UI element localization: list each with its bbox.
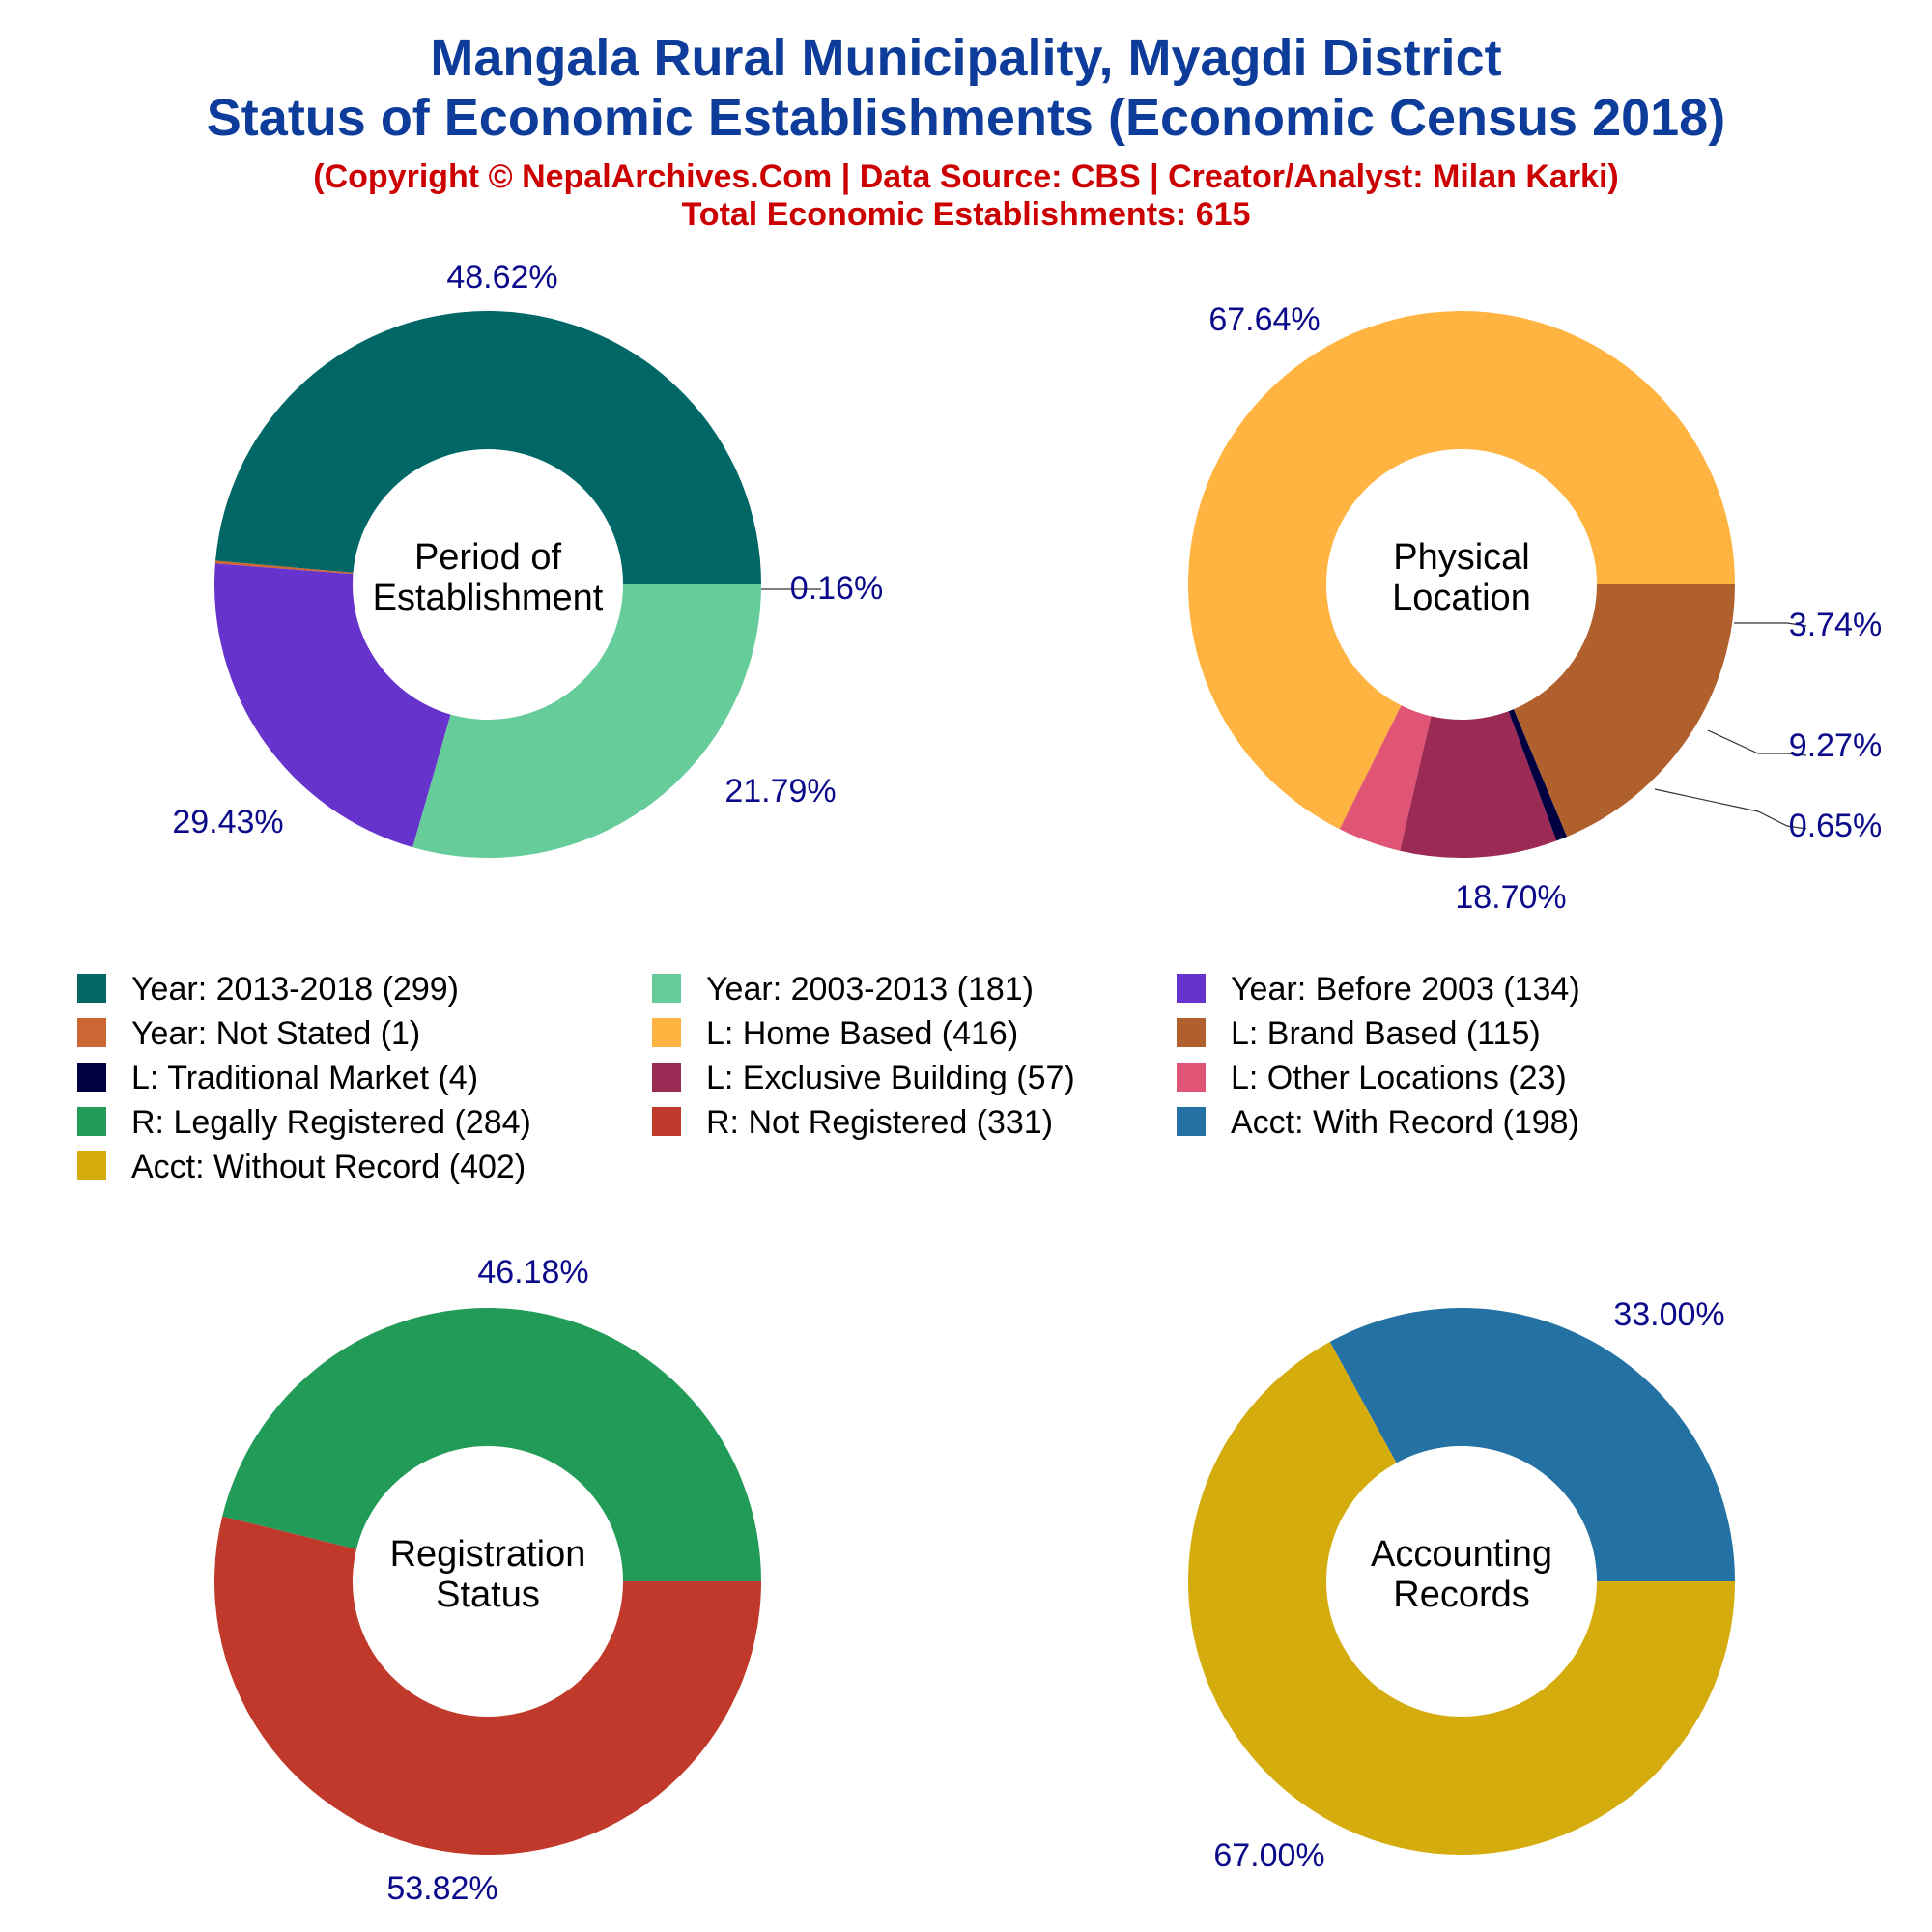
legend-label: Year: 2003-2013 (181) (706, 971, 1034, 1008)
legend-label: Year: Before 2003 (134) (1231, 971, 1580, 1008)
donut-center-label: Status (436, 1575, 540, 1615)
donut-chart-1: 48.62% 0.16% 21.79% 29.43% Period ofEstablis… (172, 259, 883, 858)
legend-swatch (652, 1018, 681, 1047)
slice-percent-label: 67.00% (1213, 1837, 1324, 1874)
donut-center-label: Period of (414, 537, 562, 578)
slice-r-not-registered (213, 1516, 762, 1856)
legend-item: R: Legally Registered (284) (77, 1104, 531, 1141)
legend-swatch (652, 1107, 681, 1136)
slice-l-other-locations (1339, 705, 1432, 851)
leader-line (1707, 729, 1807, 756)
legend-item: Year: Before 2003 (134) (1177, 971, 1580, 1008)
slice-l-traditional-market (1508, 709, 1568, 841)
legend-item: Acct: With Record (198) (1177, 1104, 1579, 1141)
chart-copyright: (Copyright © NepalArchives.Com | Data So… (313, 158, 1618, 195)
donut-center-label: Physical (1393, 537, 1530, 578)
leader-line (1734, 622, 1807, 627)
slice-l-home-based (1188, 311, 1735, 830)
slice-percent-label: 33.00% (1613, 1296, 1724, 1333)
legend-item: L: Other Locations (23) (1177, 1060, 1567, 1096)
legend-swatch (77, 1018, 106, 1047)
slice-acct-with-record (1329, 1308, 1735, 1581)
legend-item: Acct: Without Record (402) (77, 1149, 526, 1185)
slice-percent-label: 67.64% (1208, 301, 1320, 338)
legend-label: L: Brand Based (115) (1231, 1015, 1541, 1052)
slice-l-brand-based (1513, 584, 1735, 838)
legend-label: Year: 2013-2018 (299) (131, 971, 459, 1008)
legend-swatch (652, 1063, 681, 1092)
slice-l-exclusive-building (1400, 711, 1557, 859)
legend-label: L: Traditional Market (4) (131, 1060, 478, 1096)
slice-r-legally-registered (222, 1308, 761, 1581)
legend-swatch (1177, 1063, 1206, 1092)
donut-center-label: Registration (390, 1534, 586, 1575)
slice-percent-label: 9.27% (1789, 727, 1882, 764)
slice-year-not-stated (214, 560, 354, 575)
donut-center-label: Location (1392, 578, 1531, 618)
legend-swatch (77, 974, 106, 1003)
legend: Year: 2013-2018 (299) Year: 2003-2013 (18… (77, 971, 1580, 1185)
donut-chart-2: 67.64% 3.74% 9.27% 0.65% 18.70% PhysicalLocat… (1188, 301, 1882, 916)
chart-title-line-1: Mangala Rural Municipality, Myagdi Distr… (430, 29, 1501, 87)
slice-percent-label: 53.82% (386, 1870, 497, 1907)
donut-center-label: Establishment (373, 578, 604, 618)
legend-label: R: Legally Registered (284) (131, 1104, 531, 1141)
chart-total: Total Economic Establishments: 615 (682, 196, 1251, 233)
legend-label: Acct: Without Record (402) (131, 1149, 526, 1185)
slice-percent-label: 21.79% (724, 773, 836, 810)
slice-year-2003-2013 (412, 584, 761, 858)
slice-percent-label: 0.65% (1789, 808, 1882, 844)
legend-label: L: Other Locations (23) (1231, 1060, 1567, 1096)
slice-percent-label: 0.16% (790, 570, 883, 607)
legend-item: L: Exclusive Building (57) (652, 1060, 1075, 1096)
slice-percent-label: 3.74% (1789, 607, 1882, 643)
slice-percent-label: 29.43% (172, 804, 283, 840)
legend-item: R: Not Registered (331) (652, 1104, 1053, 1141)
legend-swatch (652, 974, 681, 1003)
legend-swatch (1177, 974, 1206, 1003)
leader-line (1654, 788, 1807, 830)
legend-swatch (77, 1151, 106, 1180)
legend-swatch (1177, 1107, 1206, 1136)
legend-swatch (77, 1063, 106, 1092)
legend-swatch (1177, 1018, 1206, 1047)
slice-acct-without-record (1188, 1342, 1735, 1856)
legend-item: Year: 2003-2013 (181) (652, 971, 1034, 1008)
slice-year-before-2003 (214, 563, 451, 848)
legend-item: L: Traditional Market (4) (77, 1060, 478, 1096)
chart-title-line-2: Status of Economic Establishments (Econo… (207, 89, 1725, 147)
legend-label: R: Not Registered (331) (706, 1104, 1053, 1141)
legend-label: Year: Not Stated (1) (131, 1015, 420, 1052)
legend-item: L: Brand Based (115) (1177, 1015, 1541, 1052)
slice-percent-label: 46.18% (477, 1254, 588, 1291)
slice-percent-label: 48.62% (446, 259, 557, 296)
legend-item: Year: Not Stated (1) (77, 1015, 420, 1052)
slice-year-2013-2018 (215, 311, 762, 584)
donut-center-label: Accounting (1371, 1534, 1552, 1575)
legend-item: Year: 2013-2018 (299) (77, 971, 459, 1008)
donut-charts: 48.62% 0.16% 21.79% 29.43% Period ofEstablis… (172, 259, 1882, 1907)
legend-item: L: Home Based (416) (652, 1015, 1018, 1052)
legend-label: Acct: With Record (198) (1231, 1104, 1579, 1141)
slice-percent-label: 18.70% (1455, 879, 1566, 916)
legend-swatch (77, 1107, 106, 1136)
legend-label: L: Home Based (416) (706, 1015, 1018, 1052)
donut-center-label: Records (1393, 1575, 1530, 1615)
legend-label: L: Exclusive Building (57) (706, 1060, 1075, 1096)
